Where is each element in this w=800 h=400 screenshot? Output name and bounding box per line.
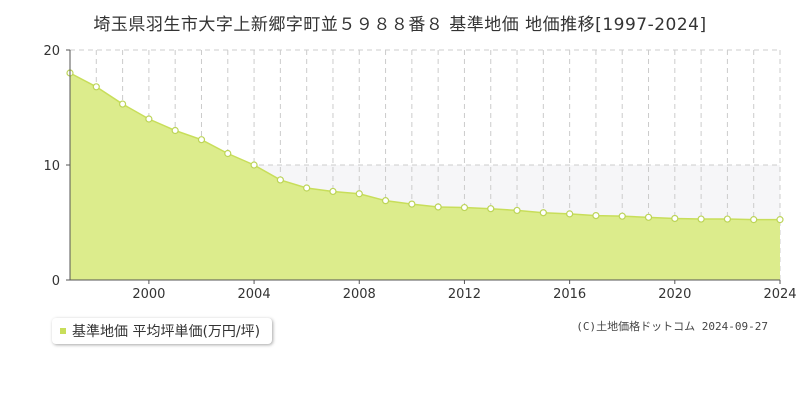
credit-text: (C)土地価格ドットコム 2024-09-27 [576,320,768,333]
data-point [434,203,442,211]
data-point [250,161,258,169]
data-point [381,197,390,205]
x-tick-label: 2000 [132,287,165,302]
data-point [487,205,495,213]
data-point [224,149,232,158]
y-tick-label: 10 [43,159,60,174]
x-tick-label: 2012 [448,287,481,302]
data-point [776,216,784,224]
x-tick-label: 2008 [343,287,376,302]
data-point [171,126,179,135]
data-point [197,136,206,144]
data-point [408,200,416,208]
data-point [539,209,547,217]
data-point [276,176,284,184]
legend-swatch [60,328,66,334]
data-point [460,203,469,212]
x-tick-label: 2024 [763,287,796,302]
legend: 基準地価 平均坪単価(万円/坪) [52,318,273,344]
data-point [644,213,653,221]
data-point [566,210,574,218]
x-tick-label: 2004 [238,287,271,302]
chart-title: 埼玉県羽生市大字上新郷字町並５９８８番８ 基準地価 地価推移[1997-2024… [93,15,707,35]
legend-label: 基準地価 平均坪単価(万円/坪) [72,324,261,340]
data-point [329,187,337,196]
data-point [92,83,100,91]
data-point [592,212,600,220]
x-tick-label: 2020 [658,287,691,302]
data-point [355,190,363,198]
data-point [671,214,679,223]
y-tick-label: 0 [52,274,60,289]
data-point [145,115,153,123]
data-point [118,100,127,108]
data-point [513,206,521,215]
data-point [750,216,758,224]
data-point [723,215,732,223]
x-tick-label: 2016 [553,287,586,302]
data-point [697,215,705,223]
data-point [618,212,626,220]
series-area [70,73,780,280]
data-point [303,184,311,192]
series-line [69,72,780,221]
y-tick-label: 20 [43,44,60,59]
